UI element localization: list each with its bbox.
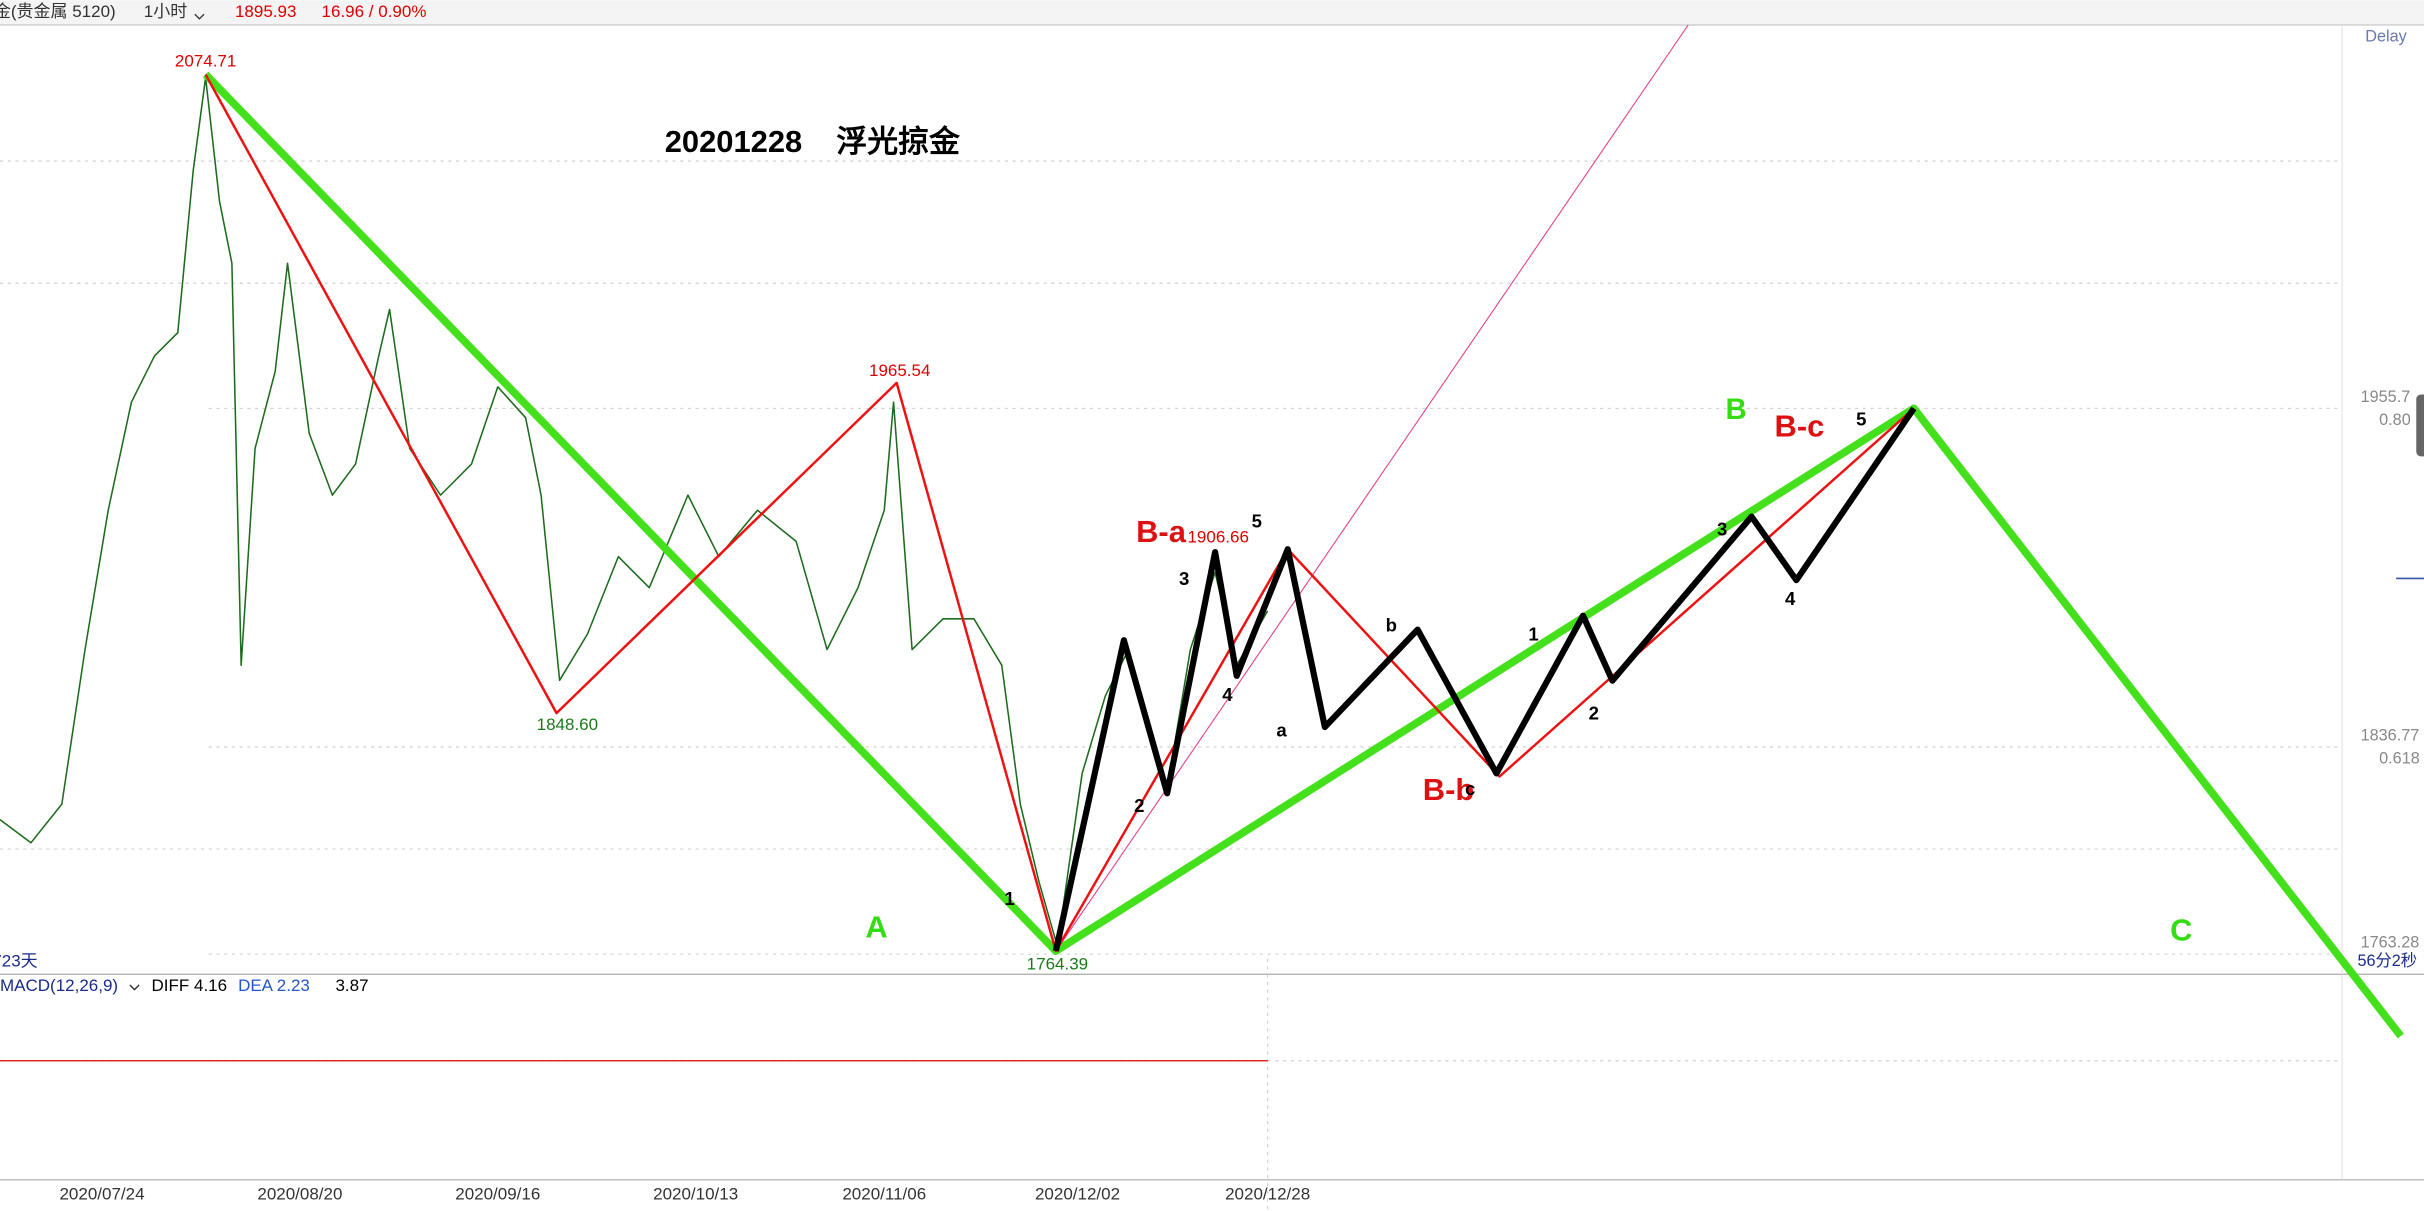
wave-label: 2: [1134, 795, 1144, 816]
macd-chevron: [129, 984, 140, 991]
wave-label: 5: [1252, 511, 1262, 532]
period: 1小时: [144, 2, 187, 21]
price-label: 1764.39: [1027, 954, 1088, 973]
price-label: 1965.54: [869, 361, 930, 380]
right-axis-label: 1763.28: [2361, 934, 2420, 952]
trend-line: [1055, 24, 1689, 952]
wave-label: 3: [1179, 568, 1189, 589]
wave-label: 4: [1785, 588, 1796, 609]
wave-label: B-c: [1775, 409, 1825, 444]
wave-label: B-b: [1423, 772, 1475, 807]
symbol: 金(贵金属 5120): [0, 2, 116, 21]
right-axis-label: 0.618: [2379, 750, 2420, 768]
wave-label: 1: [1528, 624, 1538, 645]
right-axis-label: Delay: [2365, 28, 2407, 46]
chart-subtitle: 浮光掠金: [836, 124, 961, 159]
price-label: 2074.71: [175, 52, 236, 71]
wave-label: a: [1276, 719, 1287, 740]
macd-diff: DIFF 4.16: [152, 976, 228, 995]
wave-label: B: [1725, 393, 1746, 426]
macd-value: 3.87: [335, 976, 368, 995]
wave-label: 1: [1004, 888, 1014, 909]
right-axis-label: 1836.77: [2361, 726, 2420, 744]
days-label: 723天: [0, 951, 38, 970]
right-axis-label: 1955.7: [2361, 388, 2411, 406]
wave-label: c: [1465, 778, 1475, 799]
black-wave: [1052, 406, 1917, 952]
date-label: 2020/11/06: [842, 1185, 926, 1204]
wave-label: B-a: [1136, 514, 1187, 549]
wave-label: A: [865, 910, 887, 945]
macd-dea: DEA 2.23: [238, 976, 310, 995]
wave-label: 5: [1856, 409, 1866, 430]
last-price: 1895.93: [235, 2, 296, 21]
wave-label: 3: [1717, 518, 1727, 539]
grid: [0, 160, 2343, 1211]
date-label: 2020/07/24: [59, 1185, 144, 1204]
right-axis-label: 0.80: [2379, 411, 2411, 429]
price-label: 1848.60: [537, 715, 598, 734]
green-wave: [202, 71, 2404, 1039]
wave-label: C: [2170, 913, 2192, 948]
wave-label: b: [1386, 614, 1397, 635]
price-change: 16.96 / 0.90%: [322, 2, 427, 21]
date-label: 2020/10/13: [653, 1185, 738, 1204]
chart-title: 20201228: [665, 124, 803, 159]
date-label: 2020/12/02: [1035, 1185, 1120, 1204]
wave-label: 4: [1222, 684, 1233, 705]
period-chevron: [194, 13, 205, 20]
macd-name: MACD(12,26,9): [0, 976, 118, 995]
wave-label: 2: [1589, 702, 1599, 723]
date-label: 2020/12/28: [1225, 1185, 1310, 1204]
red-wave: [204, 73, 1915, 953]
header-bar: [0, 0, 2424, 26]
scroll-handle: [2416, 394, 2424, 457]
price-label: 1906.66: [1187, 528, 1248, 547]
date-label: 2020/08/20: [257, 1185, 342, 1204]
right-axis-label: 56分2秒: [2358, 952, 2418, 970]
date-label: 2020/09/16: [455, 1185, 540, 1204]
